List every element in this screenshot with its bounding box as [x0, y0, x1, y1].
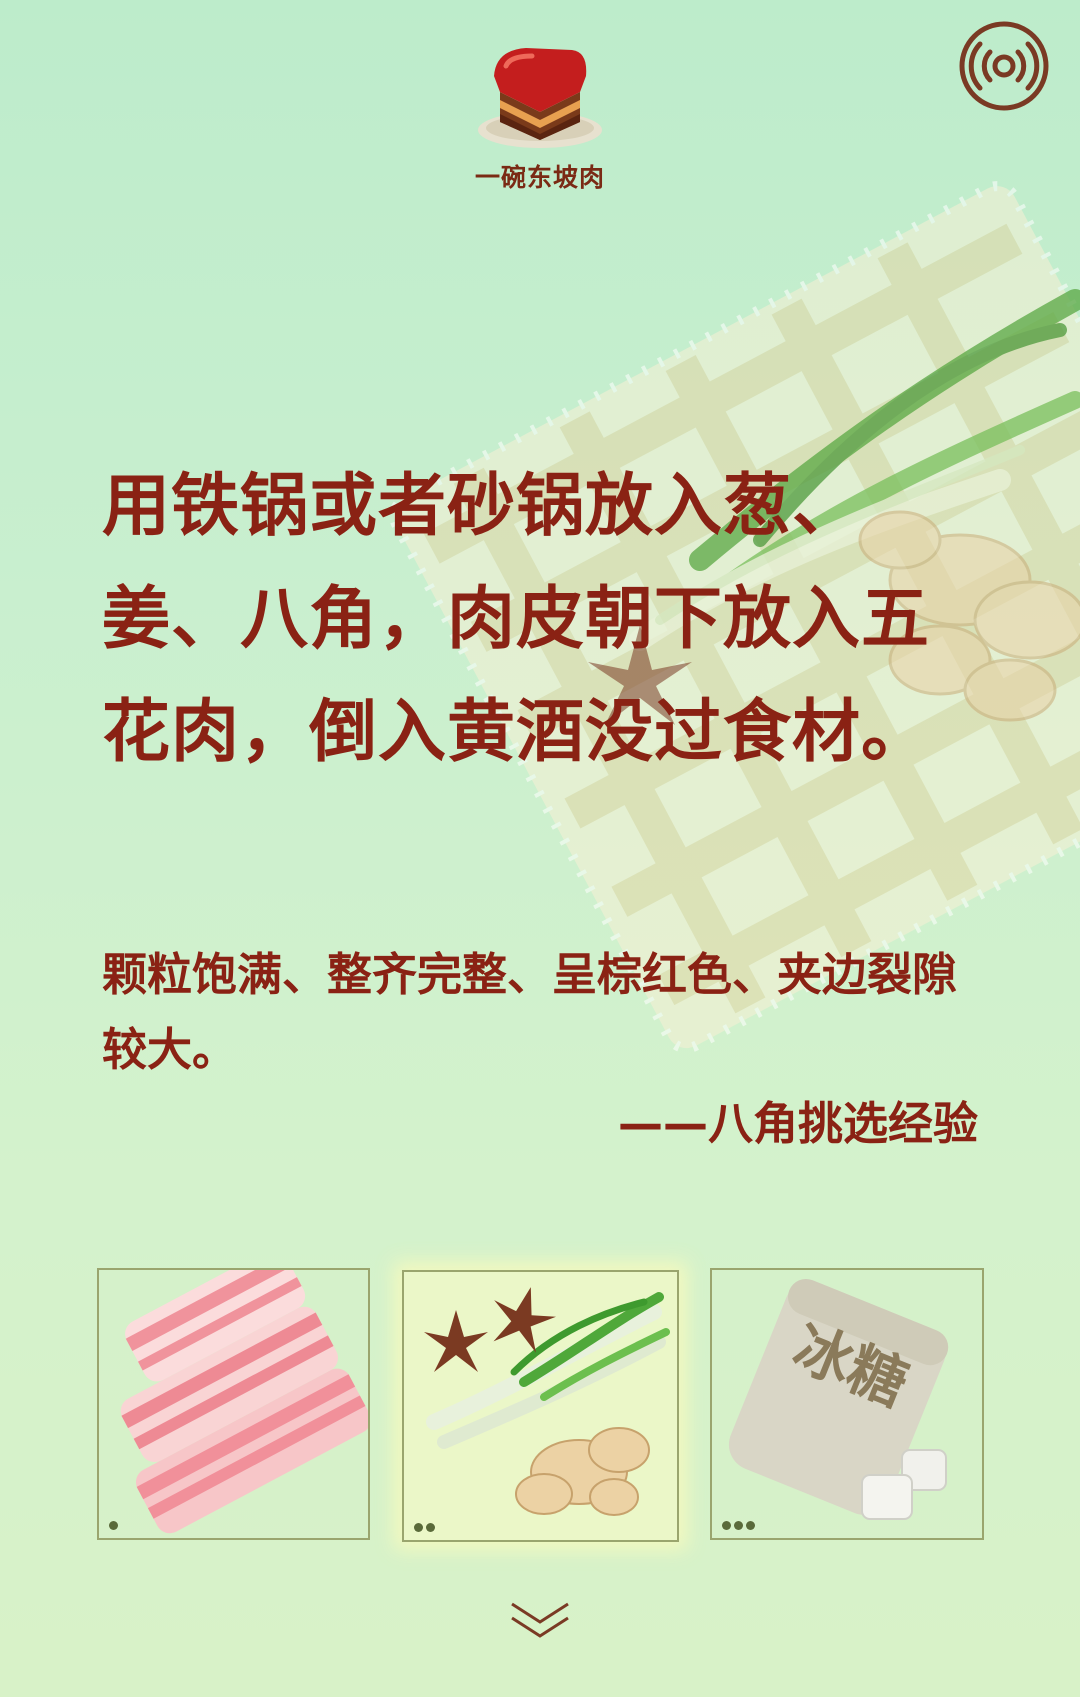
next-page-button[interactable] — [508, 1598, 572, 1644]
tip-text: 颗粒饱满、整齐完整、呈棕红色、夹边裂隙较大。 — [102, 948, 958, 1076]
music-toggle-button[interactable] — [958, 20, 1050, 112]
star-anise-scallion-ginger-icon — [424, 1287, 670, 1516]
dot — [426, 1523, 435, 1532]
dot — [414, 1523, 423, 1532]
dot — [734, 1521, 743, 1530]
ingredient-card-spices[interactable] — [402, 1270, 679, 1542]
chevron-double-down-icon — [511, 1602, 569, 1638]
card-dots — [414, 1523, 438, 1532]
dongpo-pork-bowl-icon — [478, 48, 602, 148]
dot — [746, 1521, 755, 1530]
tip-source: ——八角挑选经验 — [617, 1097, 978, 1150]
ingredient-card-pork-belly[interactable] — [97, 1268, 370, 1540]
ingredient-cards: 冰糖 — [0, 1268, 1080, 1548]
app-title: 一碗东坡肉 — [474, 163, 605, 192]
ingredient-card-rock-sugar[interactable]: 冰糖 — [710, 1268, 984, 1540]
music-broadcast-icon — [959, 21, 1049, 111]
logo: 一碗东坡肉 — [465, 42, 615, 202]
rock-sugar-bag-icon: 冰糖 — [728, 1278, 949, 1520]
card-dots — [722, 1521, 758, 1530]
step-instruction: 用铁锅或者砂锅放入葱、姜、八角，肉皮朝下放入五花肉，倒入黄酒没过食材。 — [102, 467, 931, 772]
dot — [722, 1521, 731, 1530]
card-dots — [109, 1521, 121, 1530]
pork-belly-icon — [120, 1270, 368, 1534]
dot — [109, 1521, 118, 1530]
